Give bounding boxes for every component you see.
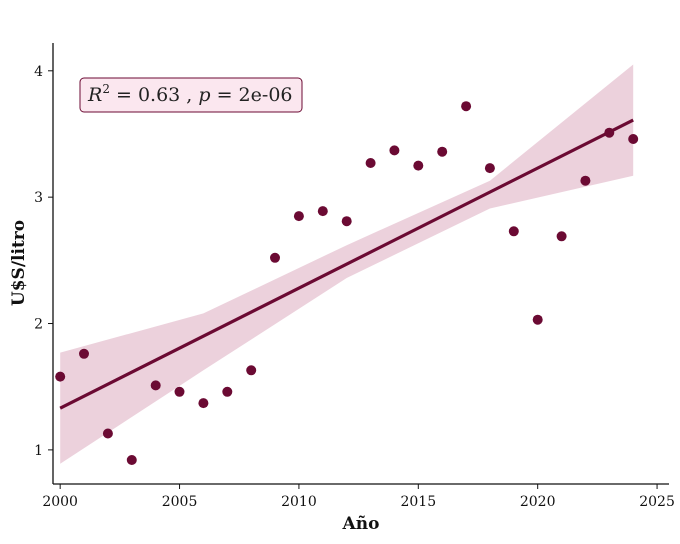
data-point — [580, 175, 591, 186]
data-point — [102, 428, 113, 439]
x-tick-label: 2010 — [281, 494, 317, 510]
y-tick-label: 3 — [34, 190, 43, 206]
plot-area — [55, 64, 639, 465]
p-value: = 2e-06 — [211, 84, 293, 106]
data-point — [365, 158, 376, 168]
data-point — [293, 211, 304, 222]
x-axis-ticks: 2000 2005 2010 2015 2020 2025 — [42, 484, 675, 510]
data-point — [556, 231, 567, 242]
data-point — [126, 455, 137, 465]
data-point — [604, 127, 615, 138]
data-point — [317, 206, 328, 217]
annotation-box — [79, 77, 303, 113]
x-tick-label: 2000 — [42, 494, 78, 510]
r-squared-value: = 0.63 , — [110, 84, 198, 106]
data-point — [222, 386, 233, 397]
x-axis-title: Año — [342, 514, 380, 534]
data-point — [270, 252, 280, 263]
y-tick-label: 1 — [34, 443, 43, 459]
data-point — [150, 380, 161, 391]
data-point — [532, 314, 543, 325]
data-point — [198, 398, 209, 409]
p-label: p — [198, 84, 210, 106]
data-point — [79, 348, 89, 359]
data-point — [246, 365, 257, 376]
r-squared-exponent: 2 — [102, 82, 110, 96]
y-tick-label: 4 — [34, 64, 43, 80]
y-axis-ticks: 1 2 3 4 — [34, 64, 53, 459]
data-point — [437, 146, 448, 157]
x-tick-label: 2015 — [400, 494, 436, 510]
data-point — [55, 371, 66, 382]
data-points — [55, 101, 639, 465]
data-point — [484, 163, 495, 174]
y-axis-title: U$S/litro — [9, 220, 29, 306]
r-squared-label: R — [87, 84, 102, 106]
data-point — [628, 134, 639, 144]
axes: 2000 2005 2010 2015 2020 2025 1 2 3 4 — [34, 43, 675, 510]
stats-annotation: R2 = 0.63 , p = 2e-06 — [79, 77, 303, 113]
regression-line — [59, 118, 634, 410]
y-tick-label: 2 — [34, 317, 43, 333]
data-point — [413, 160, 424, 171]
x-tick-label: 2005 — [162, 494, 198, 510]
x-tick-label: 2025 — [639, 494, 675, 510]
data-point — [174, 386, 185, 397]
x-tick-label: 2020 — [520, 494, 556, 510]
data-point — [461, 101, 472, 112]
data-point — [341, 216, 352, 227]
data-point — [508, 226, 519, 237]
annotation-text: R2 = 0.63 , p = 2e-06 — [87, 82, 293, 106]
data-point — [389, 145, 400, 156]
